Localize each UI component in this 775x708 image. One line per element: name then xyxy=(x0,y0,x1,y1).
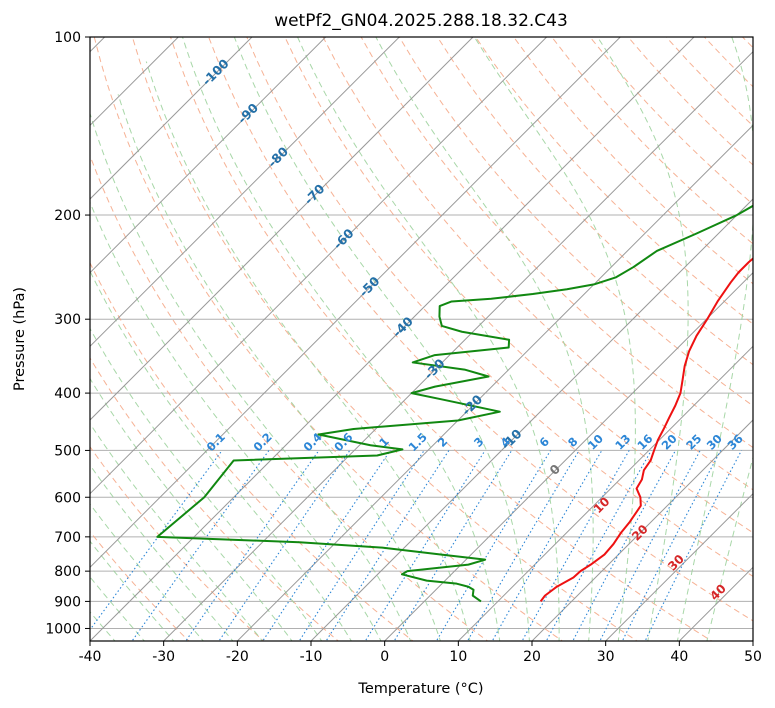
mixing-ratio-line xyxy=(218,450,351,641)
y-tick-label: 200 xyxy=(54,208,81,224)
profile-series xyxy=(156,204,753,603)
isotherm xyxy=(383,271,753,641)
y-axis-label: Pressure (hPa) xyxy=(12,287,28,391)
dry-adiabat xyxy=(208,37,753,622)
x-tick-label: 20 xyxy=(523,649,541,665)
mixing-ratio-line xyxy=(262,450,391,641)
y-tick-label: 700 xyxy=(54,530,81,546)
dry-adiabat xyxy=(93,37,564,641)
y-tick-label: 400 xyxy=(54,386,81,402)
moist-adiabat xyxy=(90,422,264,641)
dewpoint-profile xyxy=(156,204,753,603)
isotherm xyxy=(310,198,753,641)
mixing-ratio-line xyxy=(325,450,450,641)
moist-adiabat xyxy=(182,37,501,641)
x-tick-label: 10 xyxy=(449,649,467,665)
dry-adiabat xyxy=(437,37,753,366)
x-tick-label: 30 xyxy=(597,649,615,665)
moist-adiabat xyxy=(375,37,594,641)
y-axis-ticks: 100 200 300 400 500 600 700 800 900 1000 xyxy=(45,30,90,637)
mixing-ratio-line xyxy=(364,450,486,641)
mixing-ratio-line xyxy=(185,450,320,641)
isotherm xyxy=(90,37,327,274)
mixing-ratio-line xyxy=(621,450,722,641)
moist-adiabat xyxy=(706,455,753,641)
moist-adiabat xyxy=(90,201,382,641)
moist-adiabat xyxy=(676,37,753,641)
temperature-profile xyxy=(539,257,753,602)
x-tick-label: 0 xyxy=(380,649,389,665)
mixing-ratio-line xyxy=(90,450,223,631)
moist-adiabat xyxy=(90,576,146,641)
y-tick-label: 300 xyxy=(54,312,81,328)
isotherm xyxy=(531,419,753,641)
isotherm xyxy=(236,124,753,641)
y-tick-label: 800 xyxy=(54,564,81,580)
moist-adiabat xyxy=(90,113,412,641)
isotherm xyxy=(90,37,253,200)
dry-adiabat xyxy=(246,37,753,577)
mixing-ratio-line xyxy=(131,450,270,641)
mixing-ratio-line xyxy=(298,450,425,641)
moist-adiabat xyxy=(297,37,560,641)
x-tick-label: -20 xyxy=(226,649,249,665)
moist-adiabat xyxy=(473,37,636,641)
mixing-ratio-line xyxy=(466,450,580,641)
x-axis-ticks: -40 -30 -20 -10 0 10 20 30 40 50 xyxy=(79,641,762,665)
dry-adiabat xyxy=(360,37,753,449)
dry-adiabat xyxy=(90,261,414,641)
isotherm xyxy=(90,37,548,495)
isotherm xyxy=(604,492,753,641)
x-tick-label: -10 xyxy=(300,649,323,665)
dry-adiabat xyxy=(322,37,753,491)
dry-adiabat xyxy=(284,37,753,534)
dry-adiabat xyxy=(90,445,265,641)
dry-adiabat xyxy=(170,37,713,641)
dry-adiabat xyxy=(475,37,753,325)
y-tick-label: 500 xyxy=(54,443,81,459)
mixing-ratio-line xyxy=(393,450,513,641)
chart-title: wetPf2_GN04.2025.288.18.32.C43 xyxy=(274,11,568,31)
pressure-gridlines xyxy=(90,37,753,629)
dry-adiabat xyxy=(90,154,489,641)
mixing-ratio-lines xyxy=(90,450,742,641)
moist-adiabat xyxy=(117,94,441,641)
x-tick-label: 40 xyxy=(670,649,688,665)
x-tick-label: -30 xyxy=(152,649,175,665)
moist-adiabat xyxy=(90,377,293,641)
moist-adiabat xyxy=(597,37,689,641)
isotherm xyxy=(90,37,474,421)
x-tick-label: 50 xyxy=(744,649,762,665)
mixing-ratio-line xyxy=(435,450,552,641)
dry-adiabat xyxy=(131,37,638,641)
isotherm xyxy=(457,345,753,641)
mixing-ratio-line xyxy=(572,450,677,641)
isotherm xyxy=(90,37,695,641)
isotherm xyxy=(90,37,622,569)
mixing-ratio-line xyxy=(545,450,652,641)
y-tick-label: 600 xyxy=(54,490,81,506)
y-tick-label: 100 xyxy=(54,30,81,46)
moist-adiabat xyxy=(90,327,323,641)
y-tick-label: 900 xyxy=(54,594,81,610)
x-axis-label: Temperature (°C) xyxy=(357,681,483,697)
dry-adiabat xyxy=(513,37,753,285)
y-tick-label: 1000 xyxy=(45,621,81,637)
mixing-ratio-line xyxy=(599,450,701,641)
plot-frame xyxy=(89,36,754,642)
x-tick-label: -40 xyxy=(79,649,102,665)
isotherm xyxy=(90,37,401,348)
